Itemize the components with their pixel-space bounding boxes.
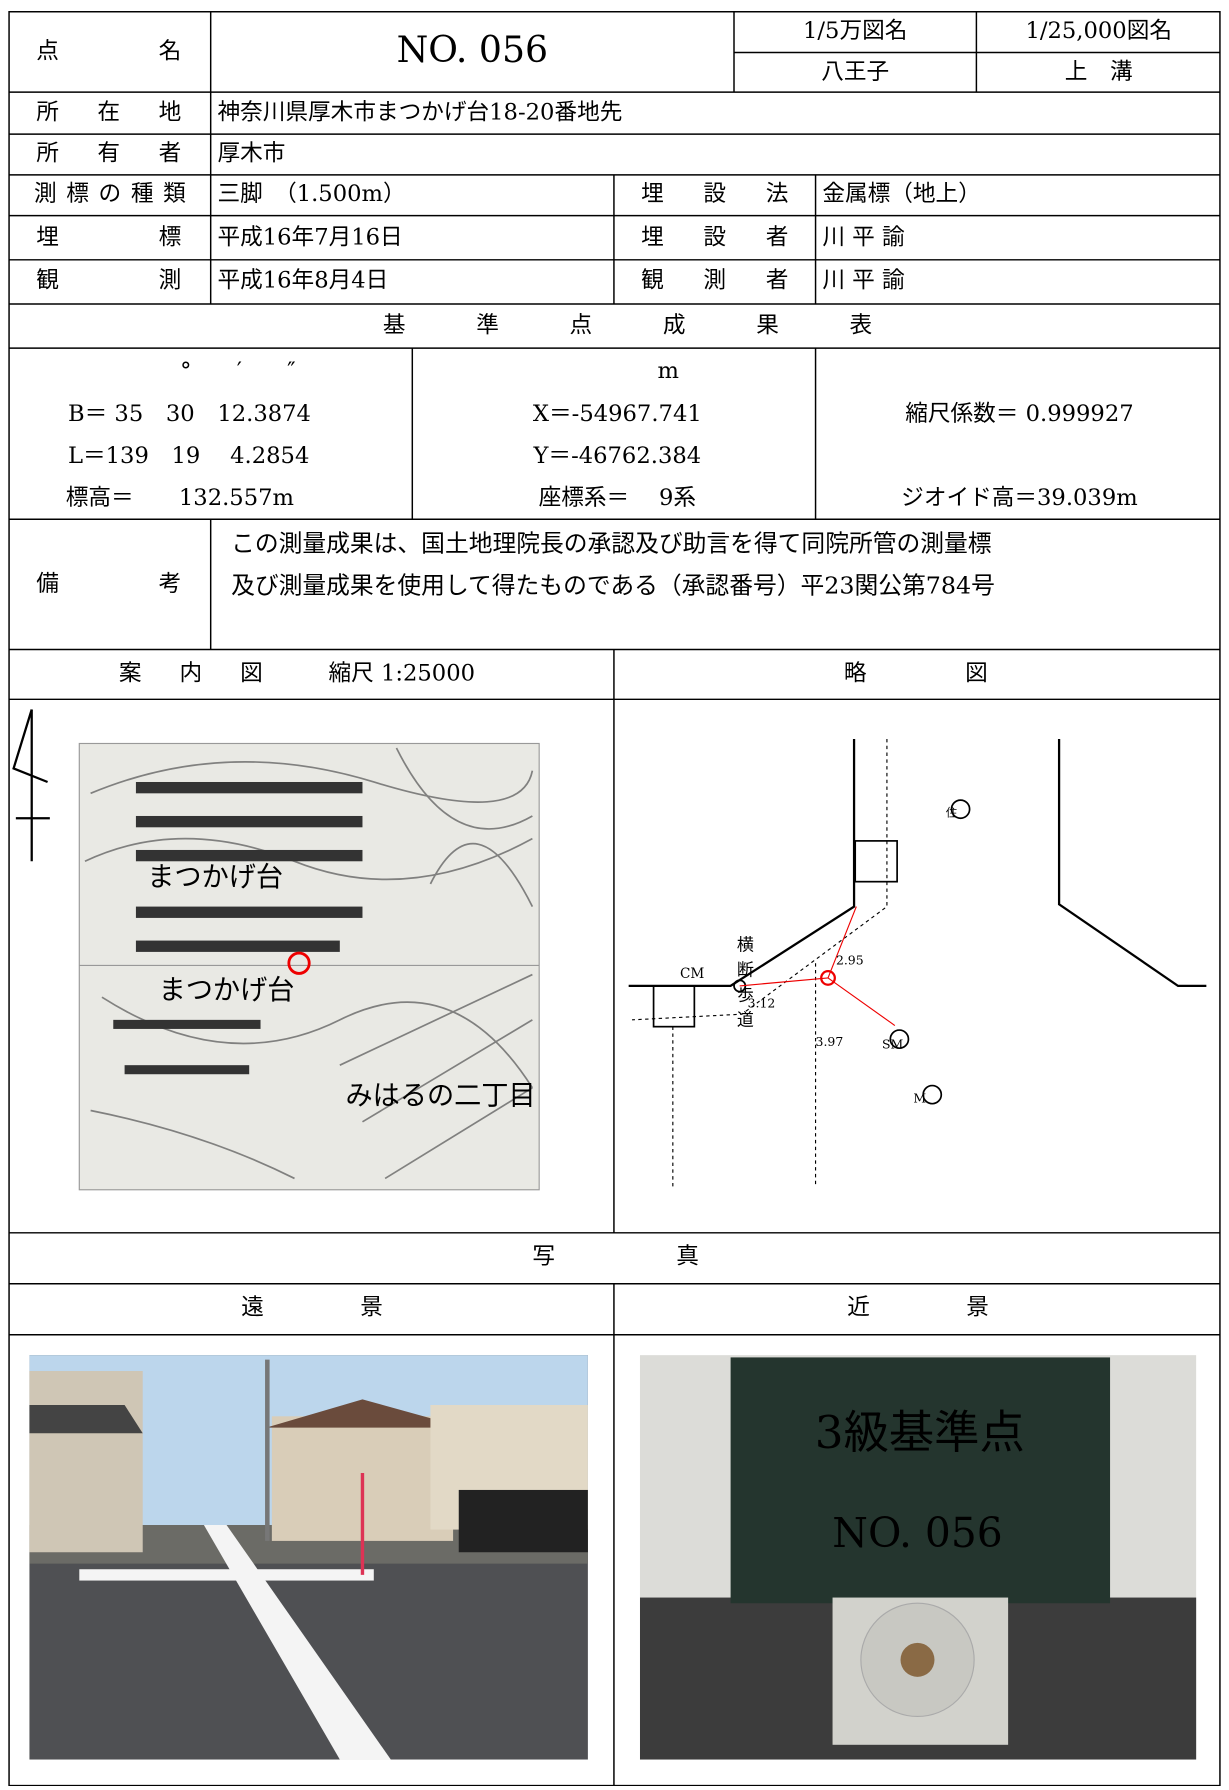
label: 備考 [36, 571, 181, 597]
value: X＝-54967.741 [533, 401, 702, 427]
value: 神奈川県厚木市まつかげ台18-20番地先 [217, 100, 622, 126]
label: 点名 [36, 39, 181, 65]
value: 厚木市 [217, 140, 285, 166]
board-text: NO. 056 [832, 1509, 1002, 1557]
section-label: 遠景 [241, 1295, 383, 1321]
sketch-label: SM [882, 1036, 904, 1051]
label: 1/5万図名 [803, 18, 907, 44]
label: 測標の種類 [34, 181, 186, 207]
value: L＝139 19 4.2854 [68, 443, 309, 469]
unit: m [658, 358, 679, 384]
label: 1/25,000図名 [1025, 18, 1172, 44]
map-label: まつかげ台 [147, 862, 283, 893]
sketch-label: CM [680, 966, 704, 982]
value: 平成16年8月4日 [217, 267, 388, 293]
value: 八王子 [821, 59, 889, 85]
label: 埋標 [36, 224, 181, 250]
sketch-label: 3.97 [816, 1034, 844, 1049]
sketch-label: 道 [737, 1010, 754, 1030]
section-label: 近景 [847, 1295, 989, 1321]
remark: 及び測量成果を使用して得たものである（承認番号）平23関公第784号 [231, 572, 995, 600]
table-grid [8, 11, 1221, 1787]
unit: ° ′ ″ [180, 358, 295, 384]
value: 川 平 諭 [822, 267, 905, 293]
value: 金属標（地上） [822, 181, 981, 207]
section-label: 略図 [844, 660, 988, 686]
sketch-label: 住 [946, 806, 957, 820]
north-arrow [12, 709, 50, 862]
label: 観測 [36, 267, 181, 293]
label: 埋設者 [641, 224, 788, 250]
map-label: みはるの二丁目 [345, 1080, 535, 1111]
sketch-label: M [913, 1091, 926, 1106]
label: 埋設法 [641, 181, 788, 207]
value: 平成16年7月16日 [217, 224, 402, 250]
value: 三脚 （1.500m） [217, 181, 405, 207]
map-label: まつかげ台 [159, 975, 295, 1006]
value: Y＝-46762.384 [532, 443, 701, 469]
value: 縮尺係数＝ 0.999927 [905, 401, 1133, 427]
sketch-label: 2.95 [836, 952, 864, 967]
near-photo [639, 1355, 1197, 1760]
sketch-label: 断 [737, 961, 754, 981]
label: 所在地 [36, 100, 181, 126]
label: 所有者 [36, 140, 181, 166]
sketch-label: 歩 [737, 986, 754, 1006]
board-text: 3級基準点 [815, 1406, 1025, 1459]
label: 観測者 [641, 267, 788, 293]
value: ジオイド高＝39.039m [901, 485, 1138, 511]
value: B＝ 35 30 12.3874 [68, 401, 311, 427]
value: 上 溝 [1065, 59, 1133, 85]
far-photo [29, 1355, 588, 1760]
sketch-label: 3.12 [748, 996, 776, 1011]
section-label: 縮尺 1:25000 [328, 660, 475, 686]
value: 川 平 諭 [822, 224, 905, 250]
value: 標高＝ 132.557m [66, 485, 294, 511]
sketch-label: 横 [737, 936, 754, 956]
section-label: 写真 [532, 1244, 699, 1270]
remark: この測量成果は、国土地理院長の承認及び助言を得て同院所管の測量標 [231, 530, 992, 558]
value: 座標系＝ 9系 [539, 485, 696, 511]
guide-map-image [78, 742, 540, 1191]
point-name: NO. 056 [397, 28, 548, 71]
section-label: 案内図 [119, 660, 263, 686]
sketch-drawing [628, 738, 1207, 1190]
section-title: 基準点成果表 [383, 313, 872, 339]
